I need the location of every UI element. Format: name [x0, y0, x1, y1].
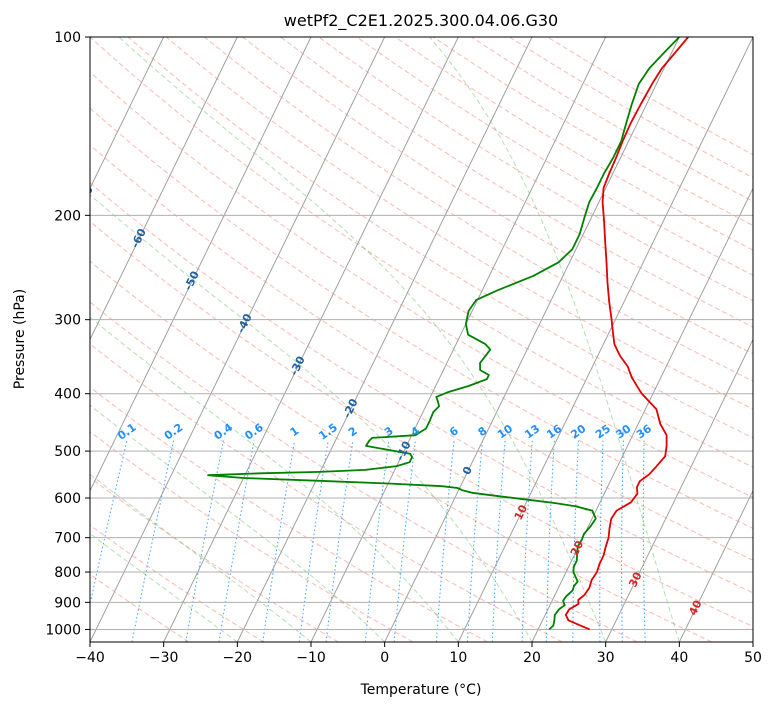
mixing-ratio-line [491, 440, 506, 642]
x-tick-label: 50 [744, 650, 762, 666]
isotherm-label: 10 [512, 502, 531, 522]
plot-background [90, 37, 753, 642]
y-tick-label: 900 [54, 595, 81, 611]
dry-adiabat [90, 260, 712, 642]
x-tick-label: 10 [449, 650, 467, 666]
mixing-ratio-line [545, 440, 555, 642]
x-tick-label: −40 [75, 650, 105, 666]
dry-adiabats [90, 37, 753, 642]
x-tick-label: −20 [223, 650, 253, 666]
mixing-ratio-line [364, 440, 390, 642]
plot-area: -100-90-80-70-60-50-40-30-20-10010203040… [23, 36, 754, 643]
isotherm-label: -70 [76, 184, 97, 208]
dry-adiabat [165, 37, 753, 410]
dry-adiabat [90, 107, 753, 529]
dry-adiabat [90, 343, 563, 642]
y-tick-label: 700 [54, 531, 81, 547]
dry-adiabat [204, 37, 753, 382]
dry-adiabat [90, 476, 339, 642]
dry-adiabat [90, 573, 190, 642]
x-tick-label: 0 [380, 650, 389, 666]
x-tick-label: 40 [670, 650, 688, 666]
y-axis-title: Pressure (hPa) [12, 289, 28, 389]
isotherm-line [90, 37, 312, 492]
isotherm-line [457, 37, 753, 642]
temperature-profile-line [564, 37, 689, 631]
y-tick-label: 600 [54, 491, 81, 507]
mixing-ratio-line [298, 440, 329, 642]
mixing-ratio-line [325, 440, 354, 642]
isotherm-line [605, 338, 753, 642]
moist-adiabat [90, 404, 386, 642]
dry-adiabat [127, 37, 753, 439]
dry-adiabat [90, 71, 753, 498]
isotherm-line [384, 37, 680, 642]
isotherm-line [752, 640, 753, 642]
y-tick-label: 800 [54, 565, 81, 581]
isotherm-line [236, 37, 533, 642]
mixing-ratio-line [262, 440, 296, 642]
isotherm-label: 40 [686, 598, 705, 618]
dry-adiabat [90, 301, 638, 642]
mixing-ratio-line [435, 440, 455, 642]
mixing-ratio-lines [90, 440, 646, 642]
dry-adiabat [90, 220, 753, 628]
plot-frame [89, 36, 754, 643]
y-axis: 100 200 300 400 500 600 700 800 900 1000 [45, 30, 90, 638]
moist-adiabat [90, 316, 459, 642]
x-axis: −40 −30 −20 −10 0 10 20 30 40 50 [75, 642, 762, 666]
x-tick-label: 30 [597, 650, 615, 666]
x-axis-title: Temperature (°C) [360, 682, 482, 698]
y-tick-label: 500 [54, 444, 81, 460]
x-tick-label: 20 [523, 650, 541, 666]
mixing-ratio-line [572, 440, 579, 642]
profile-series [207, 37, 689, 631]
mixing-ratio-line [521, 440, 533, 642]
x-tick-label: −30 [149, 650, 179, 666]
isotherm-line [163, 37, 459, 642]
moist-adiabat [429, 37, 680, 642]
isotherm-line [678, 489, 753, 642]
y-tick-label: 100 [54, 30, 81, 46]
dry-adiabat [90, 144, 753, 561]
y-tick-label: 300 [54, 313, 81, 329]
isotherm-label: 20 [568, 538, 587, 558]
dry-adiabat [318, 37, 753, 302]
isotherm-label: -80 [23, 141, 44, 165]
dewpoint-profile-line [207, 37, 680, 631]
mixing-ratio-line [621, 440, 624, 642]
moist-adiabat [90, 194, 533, 642]
y-tick-label: 400 [54, 387, 81, 403]
mixing-ratio-line [218, 440, 255, 642]
x-tick-label: −10 [296, 650, 326, 666]
mixing-ratio-line [599, 440, 604, 642]
mixing-ratio-line [131, 440, 175, 642]
isotherm-label: 30 [626, 570, 645, 590]
mixing-ratio-line [467, 440, 483, 642]
isotherm-line [310, 37, 607, 642]
chart-title: wetPf2_C2E1.2025.300.04.06.G30 [284, 11, 558, 31]
mixing-ratio-line [642, 440, 646, 642]
mixing-ratio-line [185, 440, 224, 642]
isotherm-line [90, 37, 165, 190]
y-tick-label: 200 [54, 208, 81, 224]
y-tick-label: 1000 [45, 622, 81, 638]
dry-adiabat [90, 182, 753, 594]
isotherm-line [90, 37, 386, 642]
moist-adiabat [118, 37, 607, 642]
moist-adiabats [90, 37, 680, 642]
isotherm-line [90, 37, 238, 341]
